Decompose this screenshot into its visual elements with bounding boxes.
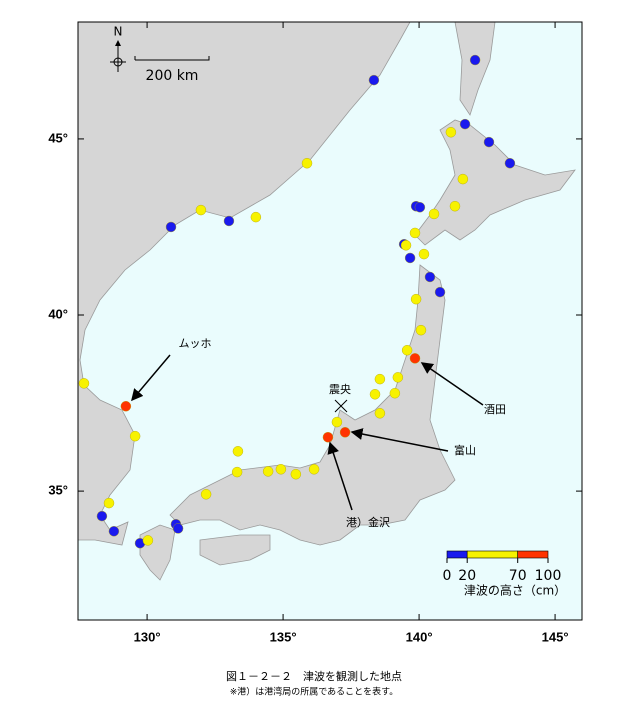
station bbox=[103, 497, 115, 509]
station bbox=[414, 202, 426, 213]
x-tick-label: 135° bbox=[270, 629, 297, 644]
legend-band bbox=[517, 550, 549, 559]
legend-band bbox=[446, 550, 468, 559]
station bbox=[434, 286, 446, 298]
note: ※港）は港湾局の所属であることを表す。 bbox=[230, 686, 399, 698]
legend-tick-label: 20 bbox=[458, 568, 476, 584]
scale-bar bbox=[134, 56, 210, 61]
station bbox=[459, 118, 471, 130]
station bbox=[129, 430, 141, 442]
station bbox=[232, 446, 244, 457]
station bbox=[223, 215, 235, 227]
station bbox=[409, 227, 421, 239]
station bbox=[290, 468, 302, 480]
station bbox=[339, 427, 351, 438]
map-frame bbox=[77, 21, 583, 621]
x-tick-label: 130° bbox=[134, 629, 161, 644]
arrow bbox=[350, 428, 449, 452]
station bbox=[374, 408, 386, 419]
station bbox=[96, 510, 108, 522]
station bbox=[400, 240, 412, 251]
station bbox=[410, 293, 422, 305]
annotation: 港）金沢 bbox=[346, 515, 390, 529]
annotation: 酒田 bbox=[484, 403, 506, 416]
station bbox=[418, 248, 430, 260]
north-arrow: N bbox=[110, 25, 126, 72]
station bbox=[409, 353, 421, 364]
scale-label: 200 km bbox=[146, 68, 199, 84]
station bbox=[195, 204, 207, 216]
station bbox=[449, 200, 461, 212]
caption: 図１－２－２ 津波を観測した地点 bbox=[226, 669, 402, 683]
legend-tick-label: 70 bbox=[509, 568, 527, 584]
station bbox=[200, 489, 212, 500]
legend: 0 20 70 100 bbox=[443, 550, 562, 584]
station bbox=[369, 389, 381, 400]
station bbox=[457, 173, 469, 185]
y-tick-label: 45° bbox=[48, 130, 68, 145]
station bbox=[504, 158, 516, 169]
station bbox=[374, 373, 386, 385]
station bbox=[262, 466, 274, 477]
north-label: N bbox=[114, 25, 123, 39]
arrow bbox=[131, 354, 171, 402]
station bbox=[231, 466, 243, 478]
station bbox=[445, 127, 457, 138]
legend-band bbox=[466, 550, 519, 559]
y-tick-label: 40° bbox=[48, 306, 68, 321]
station bbox=[331, 416, 343, 428]
station bbox=[404, 252, 416, 264]
legend-tick-label: 100 bbox=[535, 568, 562, 584]
annotation: 震央 bbox=[329, 383, 351, 396]
x-tick-label: 145° bbox=[542, 629, 569, 644]
legend-tick-label: 0 bbox=[443, 568, 452, 584]
y-tick-label: 35° bbox=[48, 483, 68, 498]
station bbox=[322, 432, 334, 443]
station bbox=[120, 401, 132, 412]
x-tick-label: 140° bbox=[406, 629, 433, 644]
station bbox=[250, 211, 262, 223]
annotation: ムッホ bbox=[179, 337, 212, 350]
station bbox=[172, 523, 184, 534]
station bbox=[308, 464, 320, 475]
station bbox=[415, 324, 427, 336]
arrow bbox=[327, 441, 353, 511]
station bbox=[392, 372, 404, 383]
station bbox=[165, 221, 177, 233]
station bbox=[108, 526, 120, 537]
station bbox=[301, 158, 313, 169]
station bbox=[142, 535, 154, 546]
legend-title: 津波の高さ（cm） bbox=[464, 583, 566, 598]
annotation: 富山 bbox=[454, 443, 476, 457]
epicenter-marker bbox=[334, 399, 348, 413]
station bbox=[483, 136, 495, 148]
arrow bbox=[420, 362, 484, 406]
station bbox=[428, 208, 440, 220]
station bbox=[275, 464, 287, 475]
station bbox=[401, 345, 413, 356]
station bbox=[389, 387, 401, 399]
station bbox=[78, 378, 90, 389]
station bbox=[368, 74, 380, 86]
station bbox=[469, 54, 481, 66]
station bbox=[424, 271, 436, 283]
